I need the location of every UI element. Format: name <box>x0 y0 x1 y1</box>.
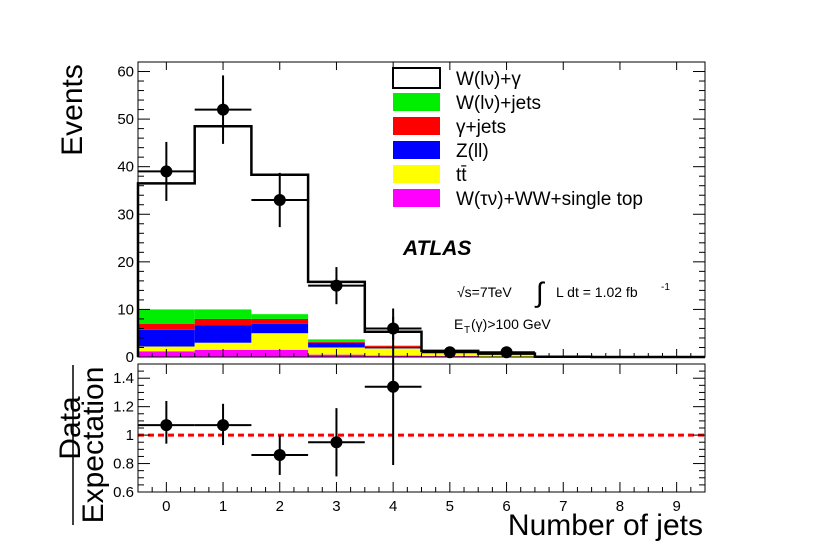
x-tick-label: 7 <box>559 498 567 515</box>
stack-bar <box>194 325 252 343</box>
stack-bar <box>251 323 309 334</box>
stack-bar <box>251 314 309 319</box>
stack-bar <box>308 341 365 343</box>
stack-bar <box>251 318 309 324</box>
legend-swatch <box>393 93 440 111</box>
legend-label: γ+jets <box>456 117 506 138</box>
ratio-data-points <box>138 308 422 477</box>
ratio-y-tick-label: 0.8 <box>113 456 134 473</box>
legend-swatch-outline <box>392 67 441 89</box>
x-axis-label: Number of jets <box>508 509 703 542</box>
x-tick-label: 1 <box>219 498 227 515</box>
ratio-point <box>387 380 400 393</box>
main-axes: 0 10 20 30 40 50 60 <box>117 61 706 366</box>
y-tick-label: 50 <box>117 111 134 128</box>
data-point <box>330 279 343 292</box>
ratio-point <box>160 419 173 432</box>
ratio-point <box>330 436 343 449</box>
integral-sign: ∫ <box>534 277 546 308</box>
y-tick-label: 10 <box>117 301 134 318</box>
x-tick-label: 5 <box>446 498 454 515</box>
stack-bar <box>194 318 252 326</box>
y-axis-label: Events <box>56 64 89 156</box>
legend-swatch <box>393 165 440 183</box>
ratio-point <box>273 449 286 462</box>
y-tick-label: 40 <box>117 159 134 176</box>
x-tick-label: 3 <box>332 498 340 515</box>
lumi-exponent: -1 <box>661 282 670 293</box>
data-point <box>217 103 230 116</box>
stack-bar <box>194 342 252 350</box>
stack-bar <box>138 309 195 324</box>
y-tick-label: 60 <box>117 64 134 81</box>
stack-bar <box>308 339 365 342</box>
legend-swatch <box>393 189 440 207</box>
lumi-label: L dt = 1.02 fb <box>556 284 638 300</box>
ratio-y-tick-label: 0.6 <box>113 484 134 501</box>
stack-bar <box>194 309 252 319</box>
legend-label: W(τν)+WW+single top <box>456 189 643 210</box>
y-tick-label: 30 <box>117 206 134 223</box>
data-point <box>160 165 173 178</box>
stack-bar <box>308 342 365 348</box>
cut-label-rest: (γ)>100 GeV <box>471 316 551 332</box>
legend-label: tt̄ <box>456 165 467 186</box>
y-tick-label: 0 <box>126 349 134 366</box>
stack-bar <box>251 333 309 350</box>
ratio-axes: 0.6 0.8 1 1.2 1.4 0 1 2 3 4 5 6 7 8 9 <box>113 363 706 515</box>
x-tick-label: 0 <box>162 498 170 515</box>
stack-bar <box>138 329 195 347</box>
atlas-label: ATLAS <box>402 237 471 260</box>
legend-label: W(lν)+jets <box>456 93 541 114</box>
x-tick-label: 4 <box>389 498 397 515</box>
y-tick-label: 20 <box>117 254 134 271</box>
stack-bar <box>138 323 195 330</box>
x-tick-label: 6 <box>502 498 510 515</box>
cut-label-e: E <box>454 316 463 332</box>
stack-bar <box>138 346 195 352</box>
main-data-points <box>138 75 535 359</box>
x-tick-label: 2 <box>276 498 284 515</box>
ratio-y-denominator: Expectation <box>77 367 110 524</box>
legend-swatch <box>393 117 440 135</box>
x-tick-label: 8 <box>616 498 624 515</box>
x-tick-label: 9 <box>672 498 680 515</box>
ratio-y-numerator: Data <box>54 396 87 460</box>
legend-swatch <box>393 141 440 159</box>
legend-label: Z(ll) <box>456 141 489 162</box>
ratio-y-tick-label: 1.2 <box>113 399 134 416</box>
ratio-y-tick-label: 1 <box>126 427 134 444</box>
cut-label-sub: T <box>464 325 470 336</box>
energy-label: √s=7TeV <box>457 284 512 300</box>
ratio-point <box>217 419 230 432</box>
legend-label: W(lν)+γ <box>456 69 521 90</box>
ratio-y-tick-label: 1.4 <box>113 370 134 387</box>
data-point <box>273 193 286 206</box>
legend: W(lν)+γ W(lν)+jets γ+jets Z(ll) tt̄ W(τν)+WW+… <box>392 67 643 210</box>
